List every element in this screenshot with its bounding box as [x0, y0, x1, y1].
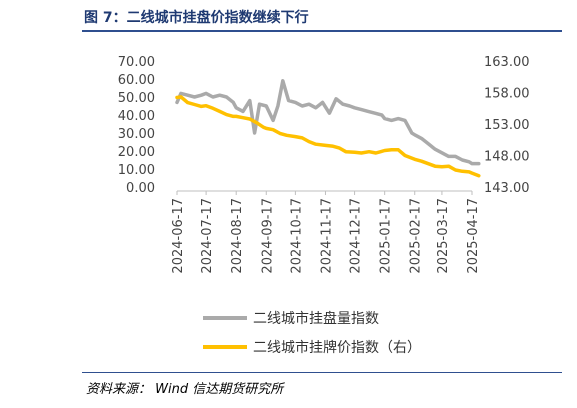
x-tick-label: 2024-12-17	[349, 198, 364, 274]
left-tick-label: 30.00	[118, 127, 155, 142]
legend-label-listing-price: 二线城市挂牌价指数（右）	[253, 339, 421, 356]
series-line-listing-price	[175, 95, 481, 178]
series-layer	[175, 79, 481, 178]
title-rule	[82, 30, 562, 32]
left-tick-label: 20.00	[118, 145, 155, 160]
left-tick-label: 0.00	[126, 181, 155, 196]
left-axis: 0.00 10.00 20.00 30.00 40.00 50.00 60.00 70.00	[118, 55, 155, 196]
x-tick-label: 2025-02-17	[409, 198, 424, 274]
right-axis: 143.00 148.00 153.00 158.00 163.00	[484, 55, 530, 196]
x-tick-label: 2024-11-17	[319, 198, 334, 274]
right-tick-label: 163.00	[484, 55, 530, 70]
x-tick-label: 2024-09-17	[260, 198, 275, 274]
x-axis: 2024-06-17 2024-07-17 2024-08-17 2024-09-17…	[171, 190, 481, 274]
right-tick-label: 148.00	[484, 150, 530, 165]
right-tick-label: 153.00	[484, 118, 530, 133]
right-tick-label: 158.00	[484, 87, 530, 102]
x-tick-label: 2024-06-17	[171, 198, 186, 274]
left-tick-label: 60.00	[118, 73, 155, 88]
figure-title: 图 7：二线城市挂盘价指数继续下行	[84, 10, 309, 26]
left-tick-label: 70.00	[118, 55, 155, 70]
source-note: 资料来源： Wind 信达期货研究所	[86, 382, 284, 397]
x-tick-label: 2025-04-17	[466, 198, 481, 274]
right-tick-label: 143.00	[484, 181, 530, 196]
x-tick-label: 2024-08-17	[230, 198, 245, 274]
legend-label-listing-volume: 二线城市挂盘量指数	[253, 310, 379, 327]
x-tick-label: 2024-10-17	[289, 198, 304, 274]
left-tick-label: 10.00	[118, 163, 155, 178]
series-line-listing-volume	[175, 79, 481, 166]
x-tick-label: 2024-07-17	[200, 198, 215, 274]
x-tick-label: 2025-03-17	[436, 198, 451, 274]
x-tick-label: 2025-01-17	[379, 198, 394, 274]
left-tick-label: 50.00	[118, 91, 155, 106]
left-tick-label: 40.00	[118, 109, 155, 124]
source-rule	[82, 372, 562, 373]
